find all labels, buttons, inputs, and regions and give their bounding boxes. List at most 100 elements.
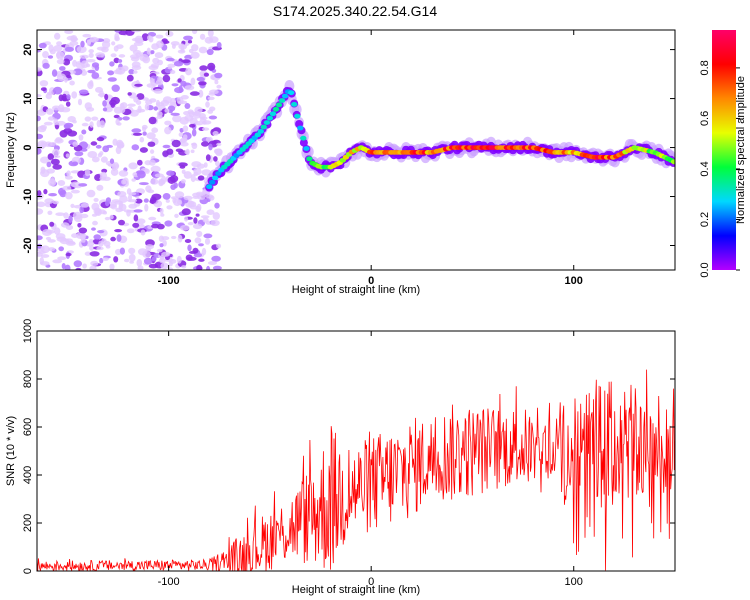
noise-blob xyxy=(170,112,180,116)
noise-blob xyxy=(198,243,204,247)
noise-blob xyxy=(99,90,104,98)
noise-blob xyxy=(52,259,63,264)
noise-blob xyxy=(171,43,176,49)
noise-blob xyxy=(193,253,203,258)
noise-blob xyxy=(96,119,101,128)
noise-blob xyxy=(183,35,193,41)
noise-blob xyxy=(116,234,122,242)
noise-blob xyxy=(150,165,161,173)
noise-blob xyxy=(91,72,100,79)
noise-blob xyxy=(151,127,159,133)
ridge-core xyxy=(294,113,301,119)
noise-blob xyxy=(180,80,187,87)
noise-blob xyxy=(54,138,64,144)
ridge-core xyxy=(209,179,216,185)
noise-blob xyxy=(174,213,179,218)
noise-blob xyxy=(164,108,170,113)
noise-blob xyxy=(206,48,214,56)
noise-blob xyxy=(86,189,96,198)
noise-blob xyxy=(132,132,143,136)
noise-blob xyxy=(50,158,60,166)
noise-blob xyxy=(215,160,220,167)
ridge-core xyxy=(291,102,298,107)
noise-blob xyxy=(121,179,127,185)
noise-blob xyxy=(143,257,153,265)
noise-blob xyxy=(195,213,200,217)
noise-blob xyxy=(162,193,171,200)
noise-blob xyxy=(184,239,192,243)
noise-blob xyxy=(110,53,117,58)
noise-blob xyxy=(189,91,200,96)
noise-blob xyxy=(207,96,215,101)
noise-blob xyxy=(145,244,154,250)
noise-blob xyxy=(174,87,184,94)
noise-blob xyxy=(198,81,207,86)
noise-blob xyxy=(45,236,52,241)
noise-blob xyxy=(87,81,94,90)
noise-blob xyxy=(139,53,149,62)
noise-blob xyxy=(40,156,50,164)
noise-blob xyxy=(136,218,146,225)
noise-blob xyxy=(147,141,156,147)
noise-blob xyxy=(181,59,191,64)
noise-blob xyxy=(105,200,110,207)
noise-blob xyxy=(171,139,181,148)
noise-blob xyxy=(54,32,61,40)
noise-blob xyxy=(96,246,104,251)
noise-blob xyxy=(86,59,96,63)
noise-blob xyxy=(64,46,74,52)
noise-blob xyxy=(184,103,191,109)
ridge-core xyxy=(272,106,280,112)
noise-blob xyxy=(56,59,65,65)
noise-blob xyxy=(185,254,193,261)
noise-blob xyxy=(44,198,54,204)
snr-series-line xyxy=(37,369,675,571)
noise-blob xyxy=(89,251,100,257)
noise-blob xyxy=(178,132,184,137)
noise-blob xyxy=(46,168,55,174)
noise-blob xyxy=(190,77,196,86)
noise-blob xyxy=(162,74,171,83)
noise-blob xyxy=(93,38,99,42)
noise-blob xyxy=(87,151,98,158)
spectrogram-frame xyxy=(36,29,676,271)
noise-blob xyxy=(131,178,136,182)
noise-blob xyxy=(146,132,156,140)
noise-blob xyxy=(84,102,93,110)
y-tick-label: 10 xyxy=(22,92,34,104)
noise-blob xyxy=(210,219,220,227)
noise-blob xyxy=(196,203,202,212)
noise-blob xyxy=(167,66,172,70)
noise-blob xyxy=(116,141,125,149)
noise-blob xyxy=(37,133,44,140)
ridge-core xyxy=(278,98,286,103)
noise-blob xyxy=(156,248,163,253)
ridge-core xyxy=(263,120,271,125)
colorbar-gradient xyxy=(712,30,736,270)
noise-blob xyxy=(148,216,157,221)
snr-marks xyxy=(37,369,675,571)
noise-blob xyxy=(89,239,94,243)
noise-blob xyxy=(190,51,200,59)
noise-blob xyxy=(209,89,219,95)
noise-blob xyxy=(180,95,189,100)
noise-blob xyxy=(153,106,159,111)
noise-blob xyxy=(134,35,144,44)
noise-blob xyxy=(203,72,209,77)
noise-blob xyxy=(177,78,182,83)
noise-blob xyxy=(202,217,209,223)
noise-blob xyxy=(96,46,107,51)
noise-blob xyxy=(82,33,92,38)
y-tick-label: 20 xyxy=(22,43,34,55)
noise-blob xyxy=(88,49,94,54)
noise-blob xyxy=(96,137,105,142)
noise-blob xyxy=(52,86,63,95)
noise-blob xyxy=(71,91,78,99)
noise-blob xyxy=(109,61,115,67)
noise-blob xyxy=(191,30,198,35)
noise-blob xyxy=(57,256,67,261)
noise-blob xyxy=(216,42,222,49)
noise-blob xyxy=(146,47,151,55)
noise-blob xyxy=(187,109,194,115)
noise-blob xyxy=(133,70,138,74)
